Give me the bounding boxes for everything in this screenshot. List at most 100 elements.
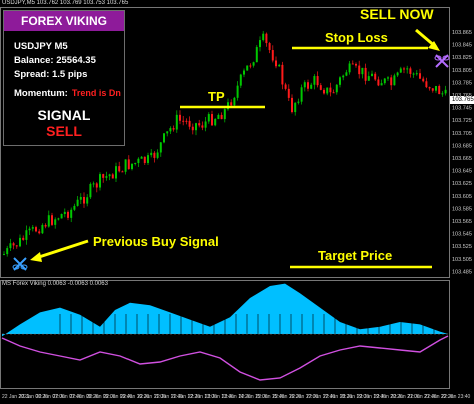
momentum-value: Trend is Dn — [71, 88, 121, 98]
candle — [86, 194, 89, 207]
histogram-area — [2, 283, 448, 337]
panel-title: FOREX VIKING — [4, 11, 124, 31]
candle — [371, 70, 373, 77]
candle — [223, 108, 226, 123]
candle — [387, 76, 389, 82]
candle — [188, 116, 191, 130]
time-tick-label: 22 Jan 20:20 — [374, 394, 403, 400]
signal-value: SELL — [46, 123, 82, 139]
candle — [246, 65, 249, 71]
sell-now-label: SELL NOW — [360, 6, 434, 22]
price-tick-label: 103.745 — [452, 106, 472, 112]
candle — [102, 173, 105, 183]
candle — [319, 82, 322, 91]
candle — [294, 102, 297, 116]
time-tick-label: 22 Jan 21:40 — [408, 394, 437, 400]
candle — [163, 133, 165, 144]
butterfly-buy-icon — [12, 257, 28, 271]
candle — [300, 84, 303, 105]
candle — [51, 212, 53, 227]
candle — [297, 98, 300, 105]
pair-label: USDJPY M5 — [14, 41, 68, 52]
oscillator-line — [1, 335, 449, 381]
candle — [441, 91, 444, 97]
candle — [377, 76, 380, 87]
price-tick-label: 103.545 — [452, 232, 472, 238]
momentum-label: Momentum: — [14, 88, 68, 99]
candle — [281, 61, 284, 90]
time-tick-label: 22 Jan 13:40 — [205, 394, 234, 400]
candle — [444, 85, 447, 96]
time-tick-label: 22 Jan 19:40 — [357, 394, 386, 400]
price-tick-label: 103.645 — [452, 169, 472, 175]
candle — [28, 226, 31, 236]
candle — [259, 36, 261, 52]
candle — [422, 76, 425, 83]
candle — [73, 203, 76, 212]
candle — [9, 238, 12, 252]
current-price-tag: 103.765 — [450, 96, 474, 104]
candle — [275, 56, 277, 69]
candle — [47, 210, 50, 228]
candle — [307, 79, 309, 92]
candle — [393, 73, 396, 86]
candle — [124, 159, 127, 175]
candle — [6, 245, 9, 257]
time-tick-label: 22 Jan 11:00 — [137, 394, 166, 400]
price-tick-label: 103.485 — [452, 269, 472, 275]
candle — [89, 182, 92, 200]
candle — [131, 163, 133, 171]
balance-label: Balance: 25564.35 — [14, 55, 96, 66]
time-tick-label: 22 Jan 15:00 — [239, 394, 268, 400]
candle — [150, 149, 153, 158]
time-tick-label: 22 Jan 13:00 — [188, 394, 217, 400]
time-tick-label: 22 Jan 11:40 — [154, 394, 183, 400]
price-tick-label: 103.525 — [452, 244, 472, 250]
momentum-row: Momentum: Trend is Dn — [14, 88, 121, 99]
candle — [348, 61, 351, 75]
candle — [83, 192, 85, 208]
candle — [364, 63, 367, 85]
candlestick-series — [3, 31, 447, 257]
candle — [409, 66, 412, 78]
candle — [92, 181, 95, 188]
candle — [374, 71, 377, 82]
time-tick-label: 22 Jan 17:40 — [306, 394, 335, 400]
oscillator-series — [1, 335, 449, 381]
price-tick-label: 103.625 — [452, 181, 472, 187]
candle — [38, 229, 41, 235]
time-tick-label: 22 Jan 16:20 — [272, 394, 301, 400]
candle — [291, 94, 293, 114]
candle — [332, 89, 335, 94]
candle — [278, 63, 281, 67]
candle — [201, 121, 204, 131]
candle — [99, 172, 101, 191]
candle — [143, 156, 146, 165]
price-tick-label: 103.845 — [452, 43, 472, 49]
candle — [406, 65, 409, 74]
candle — [159, 141, 162, 157]
candle — [358, 60, 361, 79]
candle — [239, 73, 242, 89]
main-chart-frame — [0, 7, 450, 278]
arrow-icon — [415, 28, 440, 51]
candle — [60, 213, 63, 219]
candle — [236, 81, 239, 101]
candle — [249, 63, 252, 69]
candle — [115, 162, 117, 182]
candle — [22, 235, 25, 241]
arrow-icon — [30, 239, 89, 262]
candle — [271, 45, 274, 63]
stop-loss-label: Stop Loss — [325, 30, 388, 45]
candle — [95, 182, 98, 193]
forex-viking-panel: FOREX VIKING USDJPY M5 Balance: 25564.35… — [3, 10, 125, 146]
signal-label: SIGNAL — [37, 107, 91, 123]
candle — [79, 193, 82, 205]
candle — [147, 152, 149, 166]
candle — [118, 161, 121, 173]
candle — [310, 82, 313, 90]
price-axis: 103.865 103.845 103.825 103.805 103.785 103.7… — [452, 30, 472, 275]
candle — [227, 98, 229, 111]
